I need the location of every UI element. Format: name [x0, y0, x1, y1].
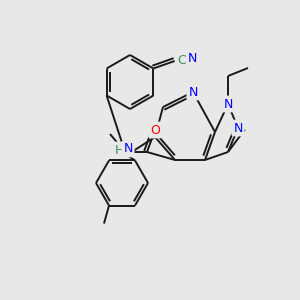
Text: N: N — [123, 142, 133, 155]
Text: N: N — [233, 122, 243, 134]
Text: C: C — [177, 53, 186, 67]
Text: H: H — [114, 143, 124, 157]
Text: N: N — [188, 85, 198, 98]
Text: N: N — [223, 98, 233, 110]
Text: O: O — [150, 124, 160, 136]
Text: N: N — [188, 52, 197, 64]
